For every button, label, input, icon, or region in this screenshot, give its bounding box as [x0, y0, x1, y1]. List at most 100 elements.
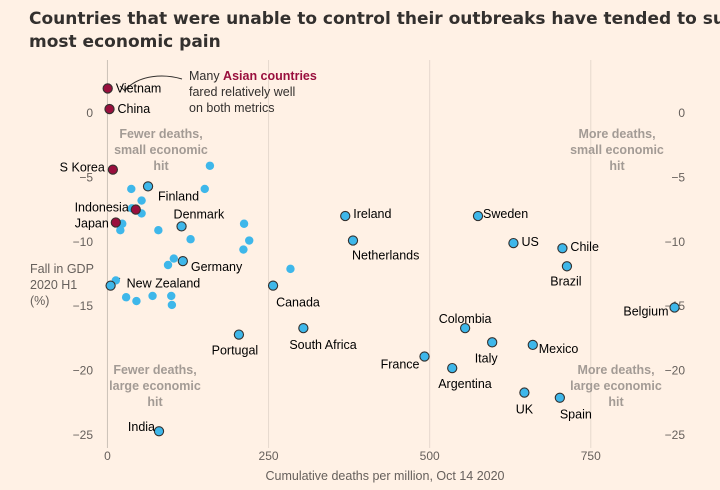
data-point-finland [142, 181, 154, 192]
data-label-uk: UK [516, 403, 534, 417]
data-point-netherlands [347, 235, 359, 246]
x-tick-label: 250 [259, 449, 279, 463]
y-tick-label-left: 0 [86, 106, 93, 120]
annotation-arrow-head [119, 84, 130, 92]
data-label-denmark: Denmark [174, 207, 225, 221]
x-axis-label: Cumulative deaths per million, Oct 14 20… [265, 469, 504, 483]
data-point [245, 236, 254, 245]
y-tick-label-right: −20 [665, 364, 686, 378]
data-point-brazil [561, 261, 573, 272]
y-axis-label-line-3: (%) [30, 294, 49, 308]
data-point-canada [267, 280, 279, 291]
quadrant-bottom-left-line-1: Fewer deaths, [113, 363, 196, 377]
data-point [186, 235, 195, 244]
annotation-line-1: Many Asian countries [189, 69, 317, 83]
chart-title-line-2: most economic pain [29, 32, 221, 52]
data-label-italy: Italy [475, 351, 499, 365]
data-label-finland: Finland [158, 189, 199, 203]
data-points [102, 83, 680, 437]
data-point [205, 161, 215, 170]
quadrant-bottom-right: More deaths, large economic hit [570, 363, 662, 409]
data-point-germany [177, 255, 188, 267]
y-axis-label-line-2: 2020 H1 [30, 278, 77, 292]
chart-title-line-1: Countries that were unable to control th… [29, 9, 720, 29]
data-label-south-africa: South Africa [289, 338, 356, 352]
annotation-highlight: Asian countries [223, 69, 317, 83]
data-point-india [153, 426, 165, 437]
y-tick-label-left: −20 [73, 364, 94, 378]
data-point [132, 296, 141, 306]
data-label-germany: Germany [191, 260, 243, 274]
annotation-line-3: on both metrics [189, 101, 274, 115]
data-point-vietnam [102, 83, 113, 94]
data-point-mexico [527, 339, 538, 351]
data-label-japan: Japan [75, 216, 109, 230]
data-point [121, 293, 131, 302]
data-label-argentina: Argentina [438, 377, 492, 391]
quadrant-top-left-line-3: hit [153, 159, 169, 173]
data-label-ireland: Ireland [353, 207, 391, 221]
data-point [154, 226, 163, 235]
data-point [286, 264, 295, 274]
quadrant-top-right: More deaths, small economic hit [570, 127, 664, 173]
data-label-netherlands: Netherlands [352, 249, 419, 263]
data-point [200, 184, 209, 194]
y-tick-label-left: −5 [79, 170, 93, 184]
data-point-chile [557, 243, 568, 254]
data-label-s-korea: S Korea [60, 161, 105, 175]
data-label-canada: Canada [276, 296, 320, 310]
data-point-indonesia [130, 204, 141, 215]
data-point [116, 226, 125, 235]
data-label-sweden: Sweden [483, 207, 528, 221]
data-point [167, 291, 176, 301]
quadrant-bottom-left-line-3: hit [147, 395, 163, 409]
quadrant-top-right-line-3: hit [609, 159, 625, 173]
y-tick-label-left: −15 [73, 299, 94, 313]
quadrant-top-left: Fewer deaths, small economic hit [114, 127, 208, 173]
quadrant-top-left-line-1: Fewer deaths, [119, 127, 202, 141]
quadrant-bottom-left: Fewer deaths, large economic hit [109, 363, 201, 409]
data-point-uk [519, 387, 530, 398]
y-tick-label-left: −25 [73, 428, 94, 442]
data-point-france [419, 351, 430, 362]
data-point-s-korea [107, 164, 119, 175]
y-tick-label-right: −10 [665, 235, 686, 249]
data-label-china: China [118, 102, 151, 116]
data-point [163, 260, 173, 270]
annotation-line-2: fared relatively well [189, 85, 295, 99]
data-point-china [104, 103, 115, 115]
data-label-new-zealand: New Zealand [127, 277, 201, 291]
quadrant-top-right-line-2: small economic [570, 143, 664, 157]
quadrant-bottom-right-line-1: More deaths, [577, 363, 654, 377]
data-point-denmark [176, 221, 187, 232]
y-tick-label-right: 0 [678, 106, 685, 120]
quadrant-bottom-right-line-3: hit [608, 395, 624, 409]
data-label-us: US [521, 235, 538, 249]
data-point [167, 300, 177, 310]
annotation-prefix: Many [189, 69, 223, 83]
x-tick-label: 500 [420, 449, 440, 463]
data-point-italy [487, 337, 498, 348]
data-label-france: France [381, 358, 420, 372]
data-point-sweden [472, 210, 484, 222]
y-axis-label-line-1: Fall in GDP [30, 262, 94, 276]
quadrant-top-right-line-1: More deaths, [578, 127, 655, 141]
annotation: Many Asian countries fared relatively we… [119, 69, 317, 115]
y-tick-label-right: −25 [665, 428, 686, 442]
data-point [239, 245, 248, 254]
data-point [137, 196, 146, 205]
quadrant-bottom-right-line-2: large economic [570, 379, 662, 393]
annotation-arrow-line [124, 75, 183, 91]
data-label-indonesia: Indonesia [75, 201, 129, 215]
data-point [169, 254, 179, 263]
data-label-india: India [128, 420, 155, 434]
data-point-south-africa [298, 322, 309, 334]
data-point-belgium [669, 302, 680, 313]
y-tick-label-left: −10 [73, 235, 94, 249]
data-point [239, 219, 249, 228]
x-tick-label: 0 [104, 449, 111, 463]
data-point-japan [110, 217, 121, 228]
